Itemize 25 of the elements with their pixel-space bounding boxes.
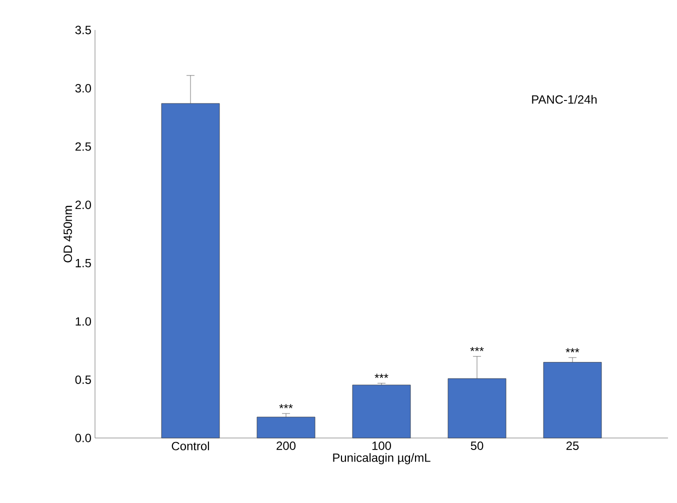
y-tick-label: 2.5 [75, 142, 91, 151]
y-tick-label: 2.0 [75, 200, 92, 210]
bar [543, 362, 602, 438]
bar [352, 384, 411, 438]
annotation: *** [470, 346, 484, 352]
y-axis-title: OD 450nm [64, 206, 72, 262]
x-tick-label: Control [172, 442, 209, 450]
bar [161, 103, 220, 438]
y-tick-label: 3.5 [75, 26, 91, 34]
annotation: *** [566, 348, 580, 352]
x-tick-label: 100 [372, 442, 392, 450]
annotation: *** [279, 404, 293, 408]
y-tick-label: 0.0 [75, 434, 92, 442]
annotation: *** [374, 374, 388, 378]
x-tick-label: 200 [276, 442, 296, 450]
x-tick-label: 25 [566, 442, 579, 450]
y-tick-label: 1.5 [76, 258, 91, 268]
x-tick-label: 50 [470, 442, 484, 450]
bar [448, 378, 506, 438]
annotation: PANC-1/24h [532, 94, 597, 104]
x-axis-title: Punicalagin µg/mL [333, 453, 430, 464]
y-tick-label: 3.0 [75, 84, 92, 93]
y-tick-label: 0.5 [75, 375, 91, 384]
bar [256, 416, 316, 438]
y-tick-label: 1.0 [76, 317, 92, 326]
